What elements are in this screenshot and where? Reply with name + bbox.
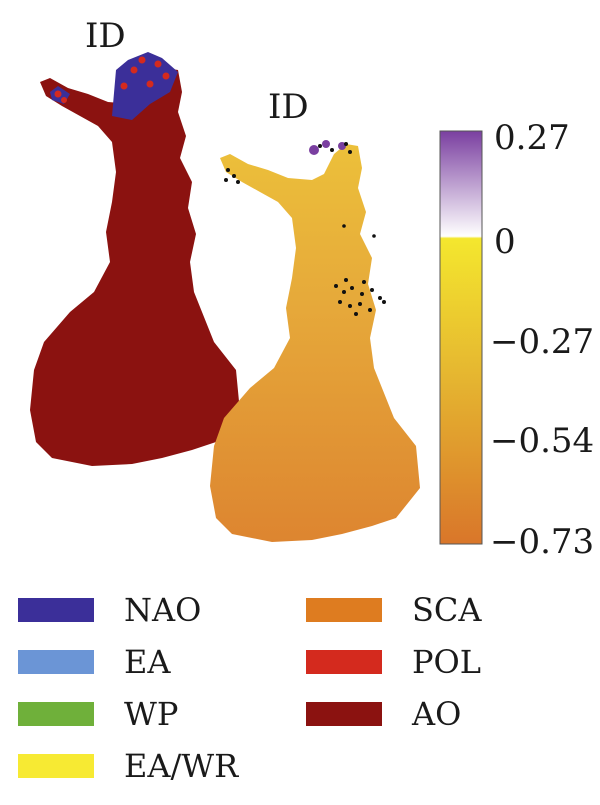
map-2-surface [210,144,420,542]
map-1-region-nao [112,52,178,120]
legend-label-wp: WP [124,695,179,733]
map-1-region-pol [54,56,170,103]
legend-swatch-pol [306,650,382,674]
colorbar-tick-minus-0-27: −0.27 [490,322,594,362]
colorbar-tick-0-27: 0.27 [494,118,570,158]
legend-item-pol: POL [306,642,481,682]
map-1-region-ao [30,68,240,466]
map-2: ID [210,87,420,542]
legend-label-ao: AO [412,695,462,733]
map-1-label: ID [85,16,126,56]
legend-item-nao: NAO [18,590,201,630]
legend-item-ao: AO [306,694,461,734]
map-2-significance-dots [224,142,386,316]
colorbar-tick-minus-0-73: −0.73 [490,522,594,562]
map-1: ID [30,16,240,466]
legend-item-ea: EA [18,642,170,682]
maps-panel: ID ID 0.27 0 [30,16,594,562]
legend-item-sca: SCA [306,590,482,630]
legend-label-nao: NAO [124,591,202,629]
legend-item-wp: WP [18,694,178,734]
legend-swatch-ao [306,702,382,726]
legend-swatch-ea-wr [18,754,94,778]
legend-label-ea: EA [124,643,171,681]
legend-label-sca: SCA [412,591,482,629]
legend-swatch-ea [18,650,94,674]
colorbar-scale [439,130,483,545]
legend-label-pol: POL [412,643,482,681]
legend-swatch-nao [18,598,94,622]
legend: NAO EA WP EA/WR SCA POL AO [0,580,600,805]
colorbar-tick-0: 0 [494,222,516,262]
legend-swatch-wp [18,702,94,726]
map-2-label: ID [268,87,309,127]
colorbar: 0.27 0 −0.27 −0.54 −0.73 [439,118,594,562]
colorbar-tick-minus-0-54: −0.54 [490,421,594,461]
legend-item-ea-wr: EA/WR [18,746,238,786]
legend-label-ea-wr: EA/WR [124,747,239,785]
legend-swatch-sca [306,598,382,622]
